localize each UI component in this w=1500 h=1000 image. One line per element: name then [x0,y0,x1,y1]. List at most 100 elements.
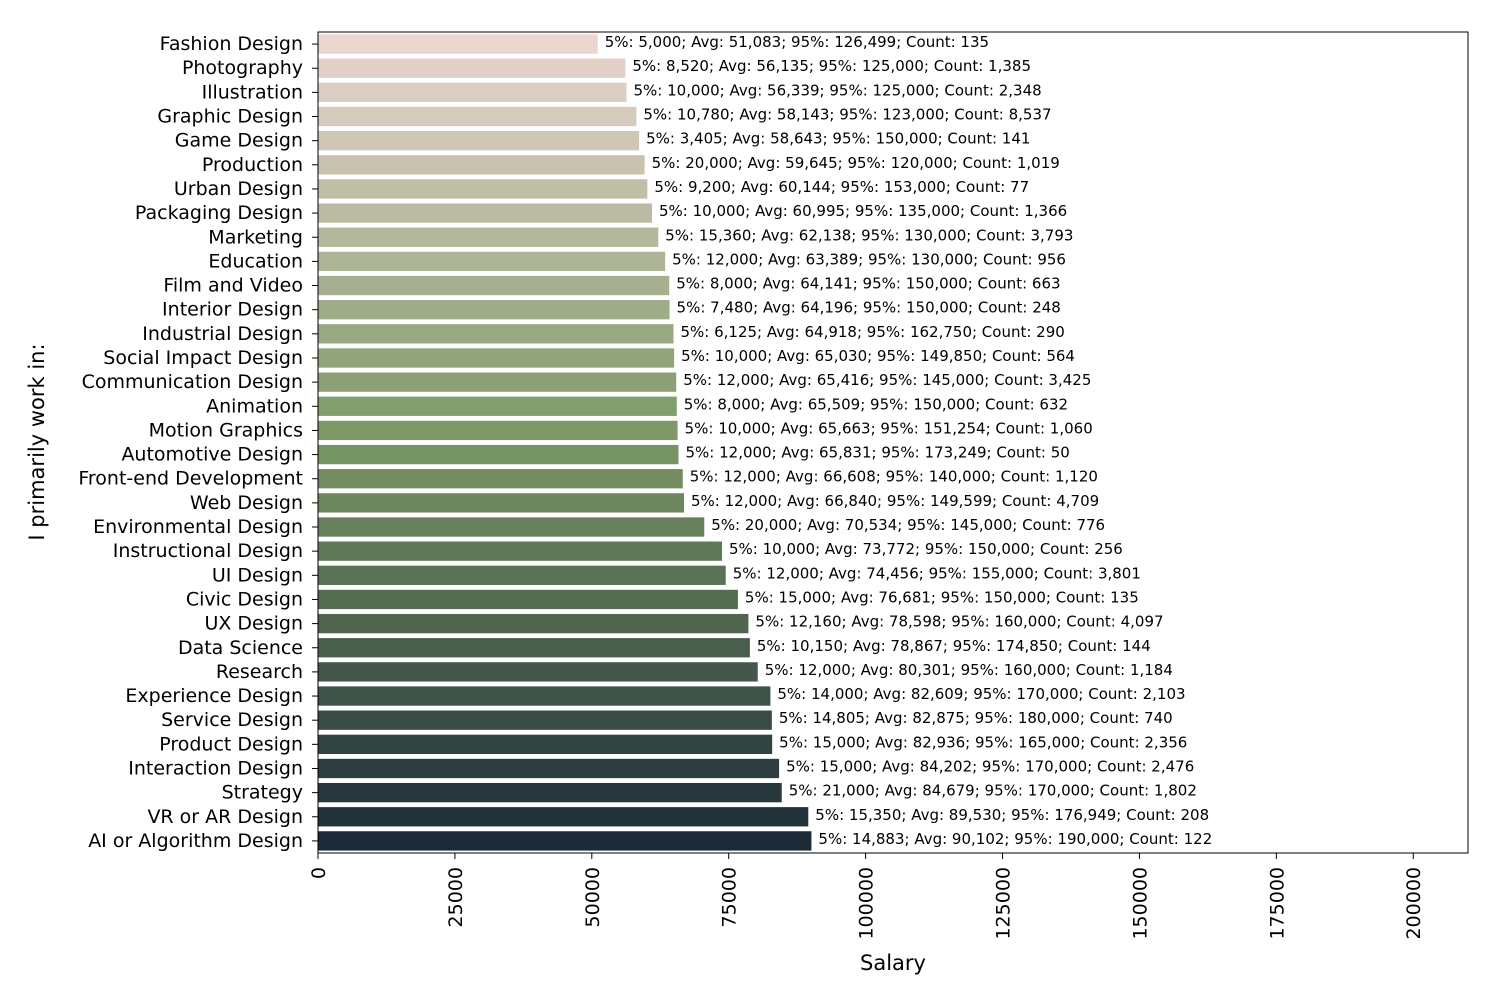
data-label: 5%: 12,000; Avg: 63,389; 95%: 130,000; C… [672,250,1066,268]
bar [318,469,683,489]
bar [318,372,677,392]
category-label: Experience Design [125,685,303,707]
bar [318,662,758,682]
x-tick-label: 0 [308,867,330,879]
data-label: 5%: 15,000; Avg: 84,202; 95%: 170,000; C… [786,757,1194,775]
bar [318,710,772,730]
category-label: Marketing [208,226,303,248]
bar [318,82,627,103]
bar [318,396,677,416]
category-label: Environmental Design [93,516,303,538]
y-axis-title: I primarily work in: [25,343,49,540]
data-label: 5%: 15,360; Avg: 62,138; 95%: 130,000; C… [665,226,1073,244]
category-label: Industrial Design [142,323,303,345]
bar [318,324,674,344]
data-label: 5%: 14,000; Avg: 82,609; 95%: 170,000; C… [777,685,1185,703]
bars-group [318,34,812,851]
bar [318,348,675,368]
x-axis-title: Salary [860,951,926,975]
x-ticks-group: 0 25000 50000 75000 100000 125000 150000 175000… [308,853,1425,940]
data-label: 5%: 8,000; Avg: 64,141; 95%: 150,000; Co… [676,275,1060,293]
data-label: 5%: 14,883; Avg: 90,102; 95%: 190,000; C… [818,830,1212,848]
category-label: Product Design [159,733,303,755]
bar [318,734,773,754]
category-label: Motion Graphics [149,419,303,441]
bar [318,589,738,610]
data-label: 5%: 10,000; Avg: 60,995; 95%: 135,000; C… [659,202,1067,220]
category-label: Photography [182,57,303,79]
category-label: Data Science [178,637,303,659]
bar [318,58,626,78]
data-label: 5%: 10,000; Avg: 56,339; 95%: 125,000; C… [634,81,1042,99]
bar [318,758,780,779]
data-label: 5%: 9,200; Avg: 60,144; 95%: 153,000; Co… [654,178,1029,196]
data-label: 5%: 12,000; Avg: 65,831; 95%: 173,249; C… [686,444,1070,462]
x-tick-label: 200000 [1403,867,1425,940]
category-label: UX Design [204,613,303,635]
category-label: Strategy [222,782,303,804]
bar [318,831,812,851]
category-label: Urban Design [174,178,303,200]
category-label: Automotive Design [121,444,303,466]
category-label: Game Design [175,130,303,152]
x-tick-label: 150000 [1129,867,1151,940]
data-label: 5%: 8,000; Avg: 65,509; 95%: 150,000; Co… [684,395,1068,413]
bar [318,686,771,706]
data-label: 5%: 20,000; Avg: 59,645; 95%: 120,000; C… [652,154,1060,172]
bar [318,203,653,223]
bar [318,444,679,465]
category-label: Interaction Design [128,757,303,779]
data-label: 5%: 15,000; Avg: 76,681; 95%: 150,000; C… [745,588,1139,606]
data-label: 5%: 8,520; Avg: 56,135; 95%: 125,000; Co… [632,57,1031,75]
data-label: 5%: 12,000; Avg: 80,301; 95%: 160,000; C… [765,661,1173,679]
category-label: Front-end Development [78,468,303,490]
bar [318,493,685,513]
bar [318,155,645,175]
bar [318,227,659,247]
data-label: 5%: 5,000; Avg: 51,083; 95%: 126,499; Co… [605,33,989,51]
data-labels-group: 5%: 5,000; Avg: 51,083; 95%: 126,499; Co… [605,33,1213,848]
category-label: Production [202,154,303,176]
category-label: VR or AR Design [147,806,303,828]
bar [318,179,648,199]
bar [318,106,637,127]
plot-frame [317,31,1469,854]
bar [318,517,705,537]
category-label: Instructional Design [113,540,303,562]
data-label: 5%: 12,160; Avg: 78,598; 95%: 160,000; C… [755,613,1163,631]
bar [318,613,749,634]
x-tick-label: 75000 [719,867,741,927]
x-tick-label: 100000 [856,867,878,940]
category-label: Web Design [190,492,303,514]
data-label: 5%: 3,405; Avg: 58,643; 95%: 150,000; Co… [646,130,1030,148]
category-label: Social Impact Design [103,347,303,369]
x-tick-label: 50000 [582,867,604,927]
data-label: 5%: 12,000; Avg: 74,456; 95%: 155,000; C… [733,564,1141,582]
data-label: 5%: 15,000; Avg: 82,936; 95%: 165,000; C… [779,733,1187,751]
bar [318,638,750,658]
category-label: Communication Design [82,371,303,393]
category-label: UI Design [212,564,303,586]
x-tick-label: 125000 [993,867,1015,940]
category-label: Packaging Design [135,202,303,224]
category-label: Film and Video [163,275,303,297]
bar [318,541,722,561]
data-label: 5%: 10,000; Avg: 73,772; 95%: 150,000; C… [729,540,1123,558]
data-label: 5%: 10,000; Avg: 65,030; 95%: 149,850; C… [681,347,1075,365]
data-label: 5%: 12,000; Avg: 66,840; 95%: 149,599; C… [691,492,1099,510]
category-label: AI or Algorithm Design [88,830,303,852]
bar [318,782,782,803]
data-label: 5%: 21,000; Avg: 84,679; 95%: 170,000; C… [789,782,1197,800]
bar [318,420,678,441]
category-label: Animation [206,395,303,417]
bar [318,251,666,272]
data-label: 5%: 10,150; Avg: 78,867; 95%: 174,850; C… [757,637,1151,655]
category-label: Illustration [202,81,303,103]
data-label: 5%: 14,805; Avg: 82,875; 95%: 180,000; C… [779,709,1173,727]
x-tick-label: 175000 [1266,867,1288,940]
data-label: 5%: 7,480; Avg: 64,196; 95%: 150,000; Co… [677,299,1061,317]
data-label: 5%: 20,000; Avg: 70,534; 95%: 145,000; C… [711,516,1105,534]
data-label: 5%: 6,125; Avg: 64,918; 95%: 162,750; Co… [681,323,1065,341]
